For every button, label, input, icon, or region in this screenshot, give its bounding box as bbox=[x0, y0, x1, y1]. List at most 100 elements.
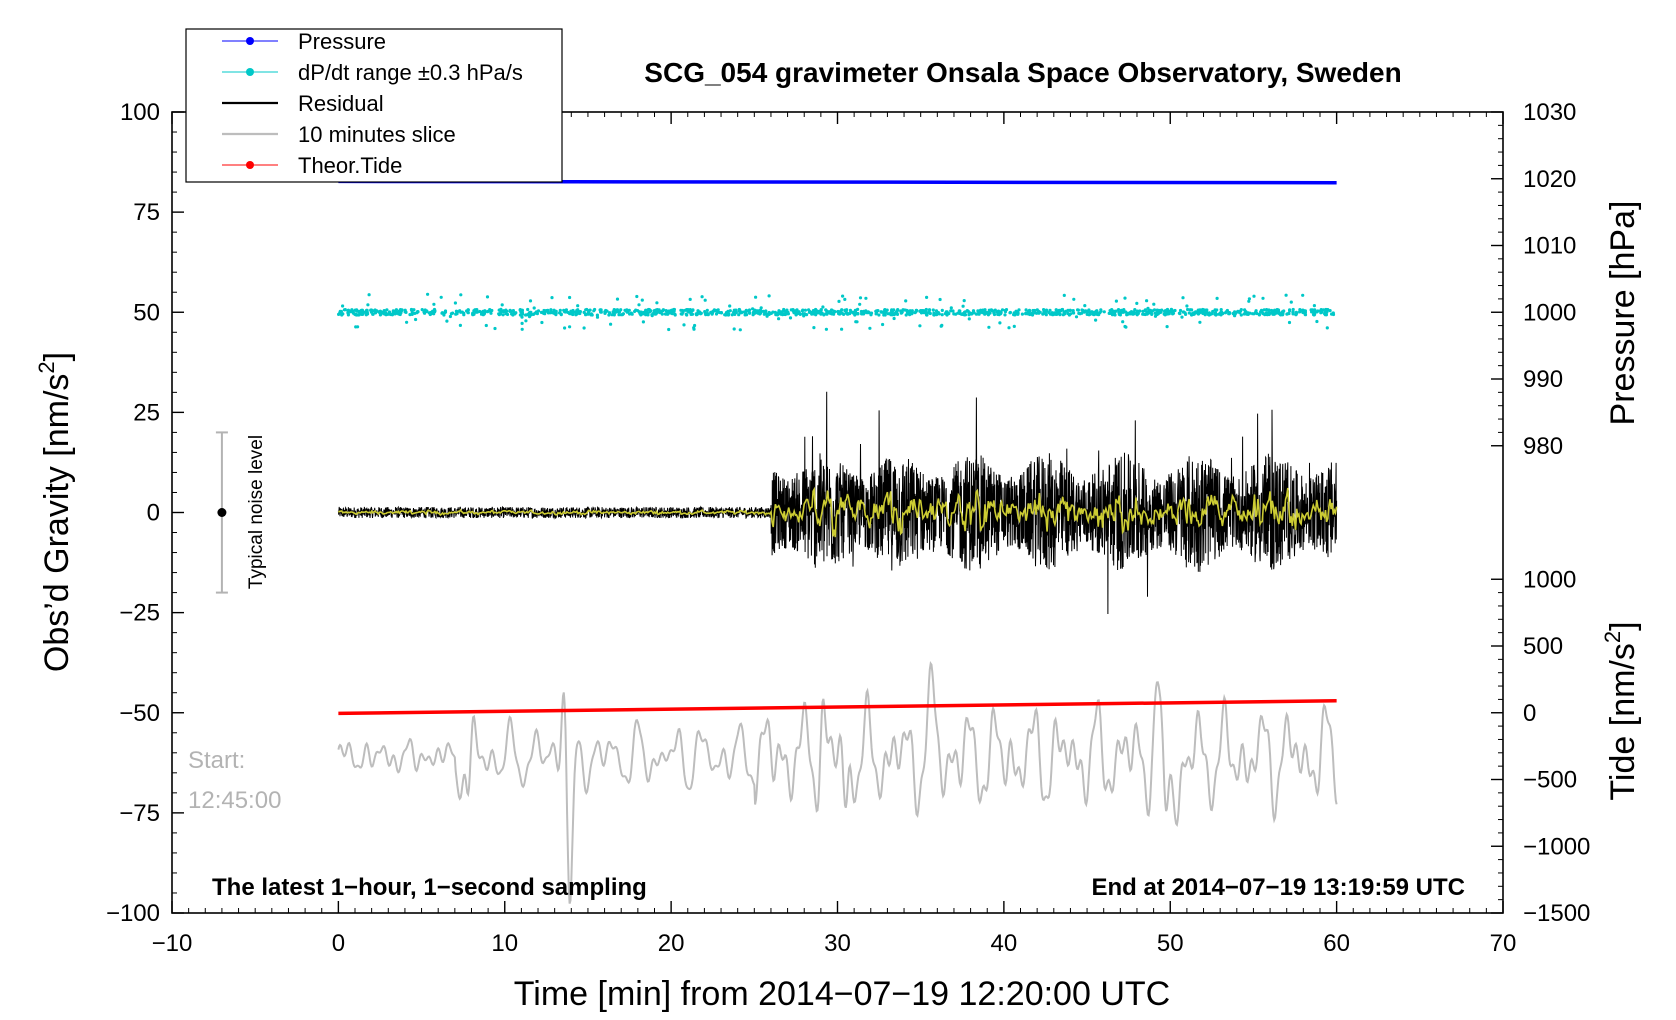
dpdt-point bbox=[1188, 308, 1192, 312]
dpdt-point bbox=[472, 309, 476, 313]
dpdt-point bbox=[644, 309, 648, 313]
dpdt-point bbox=[1215, 296, 1219, 300]
dpdt-point bbox=[1099, 308, 1103, 312]
x-tick-label: −10 bbox=[152, 930, 193, 957]
dpdt-point bbox=[800, 309, 805, 313]
dpdt-point bbox=[821, 305, 825, 309]
dpdt-point bbox=[747, 308, 752, 312]
y-tick-label: 100 bbox=[120, 99, 160, 126]
dpdt-point bbox=[1259, 308, 1264, 312]
dpdt-point bbox=[915, 308, 919, 313]
dpdt-point bbox=[1191, 312, 1195, 316]
dpdt-point bbox=[582, 326, 586, 330]
dpdt-point bbox=[641, 312, 645, 316]
dpdt-point bbox=[1098, 311, 1102, 315]
legend-label: Theor.Tide bbox=[298, 153, 402, 178]
dpdt-point bbox=[726, 312, 730, 317]
dpdt-point bbox=[583, 312, 588, 316]
dpdt-point bbox=[767, 310, 771, 315]
dpdt-point bbox=[400, 308, 404, 312]
dpdt-point bbox=[518, 308, 522, 312]
dpdt-point bbox=[637, 303, 641, 307]
dpdt-point bbox=[925, 313, 929, 317]
dpdt-point bbox=[1071, 309, 1075, 313]
dpdt-point bbox=[577, 311, 581, 315]
dpdt-point bbox=[853, 313, 857, 317]
dpdt-point bbox=[1185, 304, 1189, 308]
dpdt-point bbox=[890, 308, 894, 312]
x-tick-label: 40 bbox=[991, 930, 1018, 957]
axes-layer: −10 0 10 20 30 40 50 60 70−100−75−50−25025507510… bbox=[106, 99, 1590, 957]
dpdt-point bbox=[628, 312, 632, 316]
dpdt-point bbox=[528, 311, 533, 315]
dpdt-point bbox=[346, 313, 350, 317]
dpdt-point bbox=[563, 310, 567, 314]
pressure-tick-label: 1000 bbox=[1523, 299, 1576, 326]
dpdt-point bbox=[724, 313, 728, 317]
dpdt-point bbox=[369, 308, 373, 312]
dpdt-point bbox=[841, 294, 845, 298]
dpdt-point bbox=[627, 308, 631, 312]
dpdt-point bbox=[967, 317, 971, 321]
dpdt-point bbox=[1135, 313, 1139, 317]
dpdt-point bbox=[963, 310, 968, 314]
dpdt-point bbox=[524, 319, 528, 323]
dpdt-point bbox=[1068, 308, 1072, 312]
dpdt-point bbox=[858, 302, 862, 306]
dpdt-point bbox=[1072, 311, 1076, 315]
dpdt-point bbox=[485, 295, 490, 299]
dpdt-point bbox=[1196, 310, 1200, 314]
dpdt-point bbox=[633, 309, 637, 314]
dpdt-point bbox=[356, 313, 360, 317]
dpdt-point bbox=[536, 309, 541, 313]
dpdt-point bbox=[590, 313, 594, 317]
dpdt-point bbox=[1173, 308, 1177, 313]
dpdt-point bbox=[1114, 299, 1118, 303]
dpdt-point bbox=[1102, 310, 1106, 314]
dpdt-point bbox=[508, 308, 512, 312]
dpdt-point bbox=[1182, 310, 1186, 314]
dpdt-point bbox=[1166, 312, 1170, 316]
dpdt-point bbox=[1287, 320, 1292, 325]
dpdt-point bbox=[339, 312, 344, 316]
dpdt-point bbox=[1221, 312, 1225, 316]
dpdt-point bbox=[904, 313, 908, 317]
dpdt-point bbox=[862, 309, 866, 313]
dpdt-point bbox=[429, 310, 433, 315]
dpdt-point bbox=[1252, 294, 1256, 298]
dpdt-point bbox=[1042, 308, 1046, 312]
series-10min-slice-line bbox=[337, 661, 1338, 904]
dpdt-point bbox=[660, 312, 664, 316]
dpdt-point bbox=[1325, 310, 1329, 314]
dpdt-point bbox=[824, 312, 828, 316]
dpdt-point bbox=[924, 307, 928, 312]
dpdt-point bbox=[733, 312, 737, 316]
dpdt-point bbox=[879, 310, 883, 314]
dpdt-point bbox=[603, 310, 607, 314]
dpdt-point bbox=[1143, 308, 1147, 313]
dpdt-point bbox=[1062, 293, 1066, 297]
dpdt-point bbox=[1262, 308, 1266, 312]
dpdt-point bbox=[919, 309, 923, 313]
dpdt-point bbox=[1247, 297, 1251, 301]
dpdt-point bbox=[1126, 312, 1130, 316]
dpdt-point bbox=[949, 309, 953, 313]
tide-tick-label: −1500 bbox=[1523, 900, 1590, 927]
dpdt-point bbox=[432, 302, 436, 306]
dpdt-point bbox=[974, 312, 978, 316]
legend-marker bbox=[246, 161, 254, 169]
dpdt-point bbox=[836, 309, 840, 314]
dpdt-point bbox=[1081, 308, 1085, 313]
x-tick-label: 70 bbox=[1490, 930, 1517, 957]
dpdt-point bbox=[840, 327, 844, 331]
dpdt-point bbox=[892, 316, 896, 321]
tide-tick-label: −1000 bbox=[1523, 833, 1590, 860]
dpdt-point bbox=[767, 294, 771, 298]
dpdt-point bbox=[1273, 310, 1277, 314]
x-tick-label: 0 bbox=[332, 930, 345, 957]
dpdt-point bbox=[843, 297, 847, 301]
dpdt-point bbox=[998, 321, 1002, 325]
y-tick-label: 25 bbox=[133, 399, 160, 426]
dpdt-point bbox=[1007, 326, 1011, 330]
dpdt-point bbox=[364, 313, 368, 317]
